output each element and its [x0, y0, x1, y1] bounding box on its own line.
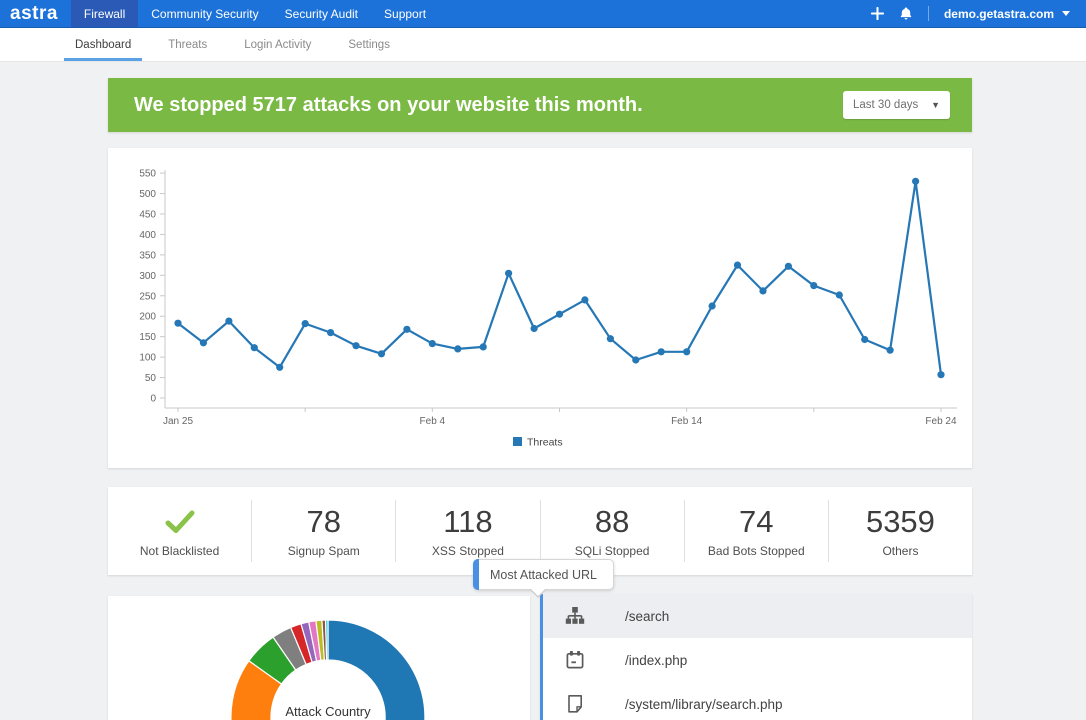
file-icon [565, 694, 585, 714]
add-site-button[interactable] [870, 7, 884, 20]
url-row-system-library-search[interactable]: /system/library/search.php [543, 682, 972, 720]
stat-value: 118 [443, 503, 493, 539]
firewall-subnav: Dashboard Threats Login Activity Setting… [0, 28, 1086, 62]
account-domain: demo.getastra.com [943, 6, 1054, 21]
topnav-item-security-audit[interactable]: Security Audit [284, 6, 359, 21]
attack-country-card: Attack Country [108, 596, 530, 720]
stat-xss-stopped: 118 XSS Stopped [396, 500, 541, 562]
attacks-summary-text: We stopped 5717 attacks on your website … [134, 94, 643, 117]
topnav-item-firewall[interactable]: Firewall [70, 0, 139, 27]
bell-icon [900, 7, 912, 20]
stat-bad-bots-stopped: 74 Bad Bots Stopped [685, 500, 829, 562]
svg-text:Feb 14: Feb 14 [671, 416, 703, 427]
stat-not-blacklisted: Not Blacklisted [108, 500, 253, 562]
check-icon [165, 510, 195, 533]
threats-line-chart: 0 50 100 150 200 250 300 350 400 450 500 550 Jan 25 F… [139, 169, 957, 449]
svg-text:550: 550 [139, 169, 156, 180]
url-path: /search [625, 608, 670, 624]
calendar-icon [565, 650, 585, 670]
topnav-item-support[interactable]: Support [384, 6, 427, 21]
tab-login-activity[interactable]: Login Activity [244, 38, 312, 51]
stat-signup-spam: 78 Signup Spam [252, 500, 397, 562]
threats-chart-card: 0 50 100 150 200 250 300 350 400 450 500 550 Jan 25 F… [108, 148, 972, 468]
url-row-index-php[interactable]: /index.php [543, 638, 972, 682]
svg-text:Jan 25: Jan 25 [163, 416, 193, 427]
svg-text:350: 350 [139, 250, 156, 261]
svg-text:Threats: Threats [527, 437, 563, 449]
stat-label: Bad Bots Stopped [707, 543, 805, 558]
stat-value: 88 [594, 503, 630, 539]
date-range-value: Last 30 days [853, 99, 919, 111]
tab-dashboard[interactable]: Dashboard [64, 28, 143, 62]
chevron-down-icon [1062, 11, 1070, 16]
stat-label: Signup Spam [287, 543, 360, 558]
stat-label: Not Blacklisted [139, 543, 220, 558]
attack-country-donut: Attack Country [230, 617, 426, 720]
svg-text:300: 300 [139, 271, 156, 282]
topnav-divider [927, 6, 929, 21]
stat-label: SQLi Stopped [574, 543, 650, 558]
svg-text:100: 100 [139, 353, 156, 364]
svg-text:Attack Country: Attack Country [285, 704, 371, 719]
most-attacked-urls-panel: /search /index.php /system/library/searc… [540, 594, 972, 720]
banner-attack-count: 5717 attacks [252, 93, 372, 116]
svg-text:200: 200 [139, 312, 156, 323]
stat-sqli-stopped: 88 SQLi Stopped [541, 500, 685, 562]
svg-text:450: 450 [139, 209, 156, 220]
sitemap-icon [565, 606, 585, 626]
caret-down-icon: ▼ [931, 100, 940, 110]
most-attacked-url-tooltip: Most Attacked URL [473, 559, 614, 598]
tab-settings[interactable]: Settings [348, 38, 390, 51]
stat-value: 74 [739, 503, 774, 539]
stat-label: Others [882, 543, 919, 558]
astra-logo[interactable]: astra [10, 2, 58, 24]
topnav-right: demo.getastra.com [870, 0, 1086, 27]
topnav-item-community-security[interactable]: Community Security [151, 6, 259, 21]
notifications-button[interactable] [899, 6, 913, 21]
svg-text:150: 150 [139, 332, 156, 343]
tab-threats[interactable]: Threats [168, 38, 208, 51]
stat-value: 5359 [865, 503, 935, 539]
top-nav-items: Firewall Community Security Security Aud… [70, 0, 439, 27]
svg-text:50: 50 [145, 373, 157, 384]
banner-text-suffix: on your website this month. [371, 93, 643, 116]
stat-value: 78 [306, 503, 341, 539]
plus-icon [870, 7, 884, 20]
date-range-dropdown[interactable]: Last 30 days ▼ [843, 91, 950, 119]
svg-text:0: 0 [150, 394, 156, 405]
svg-text:Feb 24: Feb 24 [925, 416, 957, 427]
url-row-search[interactable]: /search [543, 594, 972, 638]
tooltip-accent-bar [473, 559, 479, 590]
attack-country-donut-svg: Attack Country [230, 619, 426, 720]
account-selector[interactable]: demo.getastra.com [944, 7, 1070, 21]
stat-check-wrap [165, 505, 195, 539]
top-navbar: astra Firewall Community Security Securi… [0, 0, 1086, 28]
svg-text:250: 250 [139, 291, 156, 302]
svg-text:500: 500 [139, 189, 156, 200]
stat-label: XSS Stopped [431, 543, 504, 558]
stat-others: 5359 Others [829, 500, 972, 562]
tooltip-label: Most Attacked URL [490, 567, 597, 582]
svg-text:Feb 4: Feb 4 [420, 416, 446, 427]
attacks-summary-banner: We stopped 5717 attacks on your website … [108, 78, 972, 132]
url-path: /index.php [625, 652, 688, 668]
banner-text-prefix: We stopped [134, 93, 253, 116]
svg-text:400: 400 [139, 230, 156, 241]
url-path: /system/library/search.php [625, 696, 783, 712]
